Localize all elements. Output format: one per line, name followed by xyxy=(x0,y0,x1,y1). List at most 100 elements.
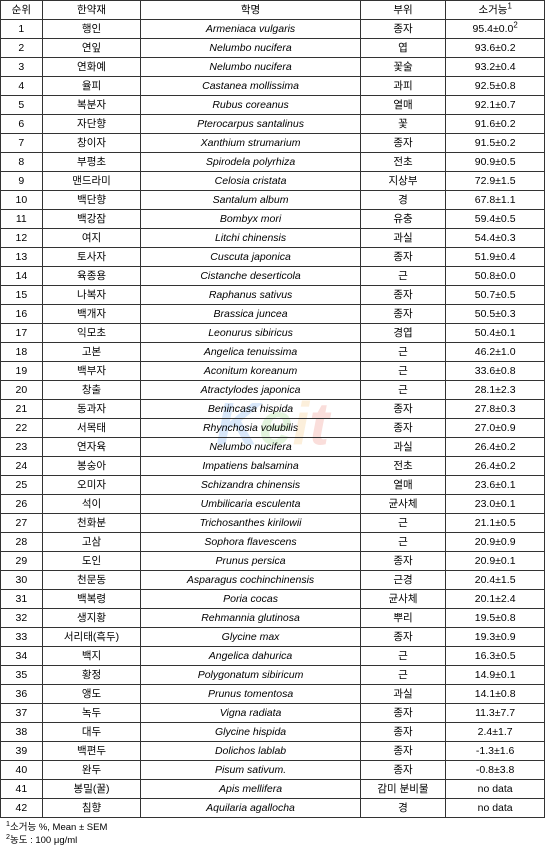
cell-korean: 복분자 xyxy=(42,96,141,115)
cell-korean: 침향 xyxy=(42,799,141,818)
cell-part: 종자 xyxy=(360,742,446,761)
footnote-line: 1소거능 %, Mean ± SEM xyxy=(6,821,545,834)
table-row: 41봉밀(꿀)Apis mellifera감미 분비물no data xyxy=(1,780,545,799)
data-table: 순위 한약재 학명 부위 소거능1 1행인Armeniaca vulgaris종… xyxy=(0,0,545,818)
cell-rank: 19 xyxy=(1,362,43,381)
cell-rank: 27 xyxy=(1,514,43,533)
table-row: 28고삼Sophora flavescens근20.9±0.9 xyxy=(1,533,545,552)
cell-part: 감미 분비물 xyxy=(360,780,446,799)
cell-value: 50.5±0.3 xyxy=(446,305,545,324)
table-row: 2연잎Nelumbo nucifera엽93.6±0.2 xyxy=(1,39,545,58)
cell-korean: 천화분 xyxy=(42,514,141,533)
cell-rank: 30 xyxy=(1,571,43,590)
cell-rank: 41 xyxy=(1,780,43,799)
cell-scientific: Rhynchosia volubilis xyxy=(141,419,360,438)
cell-value: 90.9±0.5 xyxy=(446,153,545,172)
cell-korean: 백지 xyxy=(42,647,141,666)
table-row: 21동과자Benincasa hispida종자27.8±0.3 xyxy=(1,400,545,419)
table-row: 16백개자Brassica juncea종자50.5±0.3 xyxy=(1,305,545,324)
cell-rank: 31 xyxy=(1,590,43,609)
cell-korean: 연화예 xyxy=(42,58,141,77)
cell-rank: 21 xyxy=(1,400,43,419)
cell-value: 59.4±0.5 xyxy=(446,210,545,229)
cell-korean: 석이 xyxy=(42,495,141,514)
cell-value: 51.9±0.4 xyxy=(446,248,545,267)
cell-scientific: Impatiens balsamina xyxy=(141,457,360,476)
table-row: 14육종용Cistanche deserticola근50.8±0.0 xyxy=(1,267,545,286)
cell-value: 46.2±1.0 xyxy=(446,343,545,362)
cell-value: 23.6±0.1 xyxy=(446,476,545,495)
cell-korean: 연잎 xyxy=(42,39,141,58)
footnotes: 1소거능 %, Mean ± SEM2농도 : 100 μg/ml xyxy=(0,821,545,848)
cell-rank: 1 xyxy=(1,20,43,39)
table-row: 20창출Atractylodes japonica근28.1±2.3 xyxy=(1,381,545,400)
cell-rank: 26 xyxy=(1,495,43,514)
cell-value: 95.4±0.02 xyxy=(446,20,545,39)
cell-scientific: Prunus persica xyxy=(141,552,360,571)
cell-part: 경 xyxy=(360,191,446,210)
cell-scientific: Pterocarpus santalinus xyxy=(141,115,360,134)
cell-rank: 22 xyxy=(1,419,43,438)
cell-value: -0.8±3.8 xyxy=(446,761,545,780)
table-row: 36앵도Prunus tomentosa과실14.1±0.8 xyxy=(1,685,545,704)
cell-value: 28.1±2.3 xyxy=(446,381,545,400)
table-row: 9맨드라미Celosia cristata지상부72.9±1.5 xyxy=(1,172,545,191)
table-row: 15나복자Raphanus sativus종자50.7±0.5 xyxy=(1,286,545,305)
table-row: 26석이Umbilicaria esculenta균사체23.0±0.1 xyxy=(1,495,545,514)
cell-part: 과피 xyxy=(360,77,446,96)
cell-korean: 연자육 xyxy=(42,438,141,457)
table-row: 25오미자Schizandra chinensis열매23.6±0.1 xyxy=(1,476,545,495)
cell-scientific: Santalum album xyxy=(141,191,360,210)
cell-value: 50.4±0.1 xyxy=(446,324,545,343)
table-row: 8부평초Spirodela polyrhiza전초90.9±0.5 xyxy=(1,153,545,172)
col-header-value-sup: 1 xyxy=(507,2,511,11)
cell-value: 27.8±0.3 xyxy=(446,400,545,419)
cell-korean: 동과자 xyxy=(42,400,141,419)
cell-scientific: Armeniaca vulgaris xyxy=(141,20,360,39)
cell-rank: 5 xyxy=(1,96,43,115)
cell-scientific: Aconitum koreanum xyxy=(141,362,360,381)
cell-value: 92.1±0.7 xyxy=(446,96,545,115)
table-row: 7창이자Xanthium strumarium종자91.5±0.2 xyxy=(1,134,545,153)
cell-korean: 천문동 xyxy=(42,571,141,590)
cell-part: 종자 xyxy=(360,20,446,39)
table-row: 40완두Pisum sativum.종자-0.8±3.8 xyxy=(1,761,545,780)
cell-korean: 율피 xyxy=(42,77,141,96)
table-row: 39백편두Dolichos lablab종자-1.3±1.6 xyxy=(1,742,545,761)
table-row: 17익모초Leonurus sibiricus경엽50.4±0.1 xyxy=(1,324,545,343)
table-row: 24봉숭아Impatiens balsamina전초26.4±0.2 xyxy=(1,457,545,476)
cell-korean: 대두 xyxy=(42,723,141,742)
cell-rank: 9 xyxy=(1,172,43,191)
cell-scientific: Glycine hispida xyxy=(141,723,360,742)
cell-part: 근 xyxy=(360,647,446,666)
cell-part: 종자 xyxy=(360,628,446,647)
table-row: 6자단향Pterocarpus santalinus꽃91.6±0.2 xyxy=(1,115,545,134)
cell-value: 20.4±1.5 xyxy=(446,571,545,590)
table-row: 10백단향Santalum album경67.8±1.1 xyxy=(1,191,545,210)
cell-part: 종자 xyxy=(360,552,446,571)
cell-korean: 고삼 xyxy=(42,533,141,552)
cell-part: 균사체 xyxy=(360,590,446,609)
cell-korean: 서목태 xyxy=(42,419,141,438)
cell-scientific: Trichosanthes kirilowii xyxy=(141,514,360,533)
cell-value: 27.0±0.9 xyxy=(446,419,545,438)
cell-korean: 백편두 xyxy=(42,742,141,761)
cell-korean: 앵도 xyxy=(42,685,141,704)
cell-korean: 나복자 xyxy=(42,286,141,305)
cell-value: 50.7±0.5 xyxy=(446,286,545,305)
cell-rank: 25 xyxy=(1,476,43,495)
cell-value: 14.1±0.8 xyxy=(446,685,545,704)
col-header-value-text: 소거능 xyxy=(478,4,507,16)
cell-value: 91.6±0.2 xyxy=(446,115,545,134)
cell-korean: 고본 xyxy=(42,343,141,362)
table-row: 31백복령Poria cocas균사체20.1±2.4 xyxy=(1,590,545,609)
cell-value-sup: 2 xyxy=(513,21,517,30)
cell-part: 종자 xyxy=(360,305,446,324)
col-header-korean: 한약재 xyxy=(42,1,141,20)
cell-rank: 37 xyxy=(1,704,43,723)
cell-part: 지상부 xyxy=(360,172,446,191)
cell-korean: 행인 xyxy=(42,20,141,39)
cell-value: 26.4±0.2 xyxy=(446,438,545,457)
cell-korean: 봉숭아 xyxy=(42,457,141,476)
cell-part: 종자 xyxy=(360,723,446,742)
